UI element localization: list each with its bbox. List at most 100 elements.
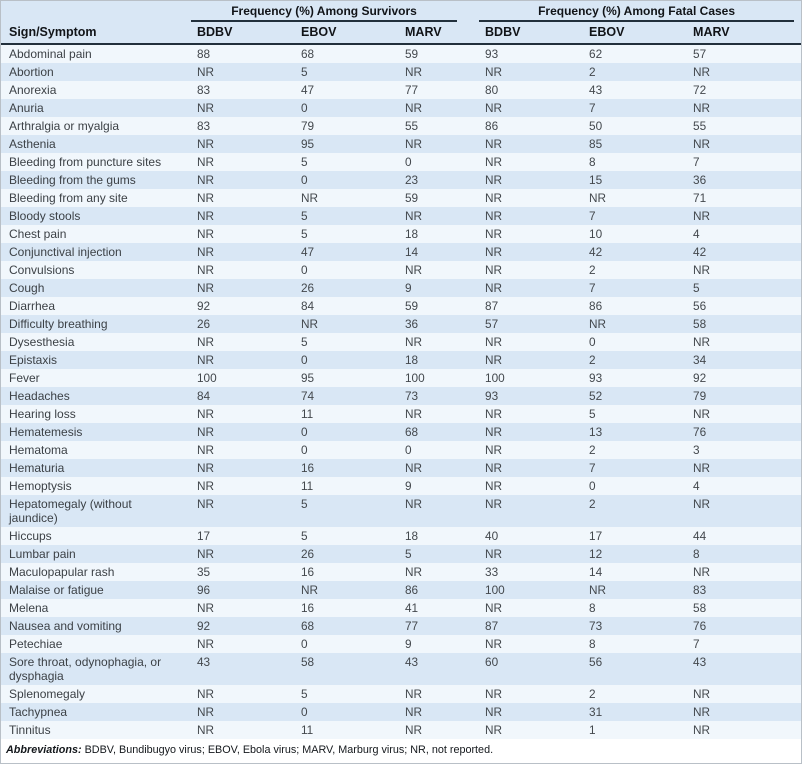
fatal-ebov-value: 15: [589, 173, 603, 187]
fatal-marv-value: 7: [693, 155, 700, 169]
survivors-ebov-value: 58: [301, 655, 315, 669]
fatal-marv-value: 58: [693, 317, 707, 331]
survivors-bdbv-value: 88: [197, 47, 211, 61]
survivors-bdbv-value: NR: [197, 353, 215, 367]
fatal-marv-value: 76: [693, 425, 707, 439]
symptom-cell: Abdominal pain: [9, 47, 92, 61]
symptom-cell: Splenomegaly: [9, 687, 86, 701]
symptom-cell: Hepatomegaly (without jaundice): [9, 497, 132, 525]
survivors-ebov-value: 16: [301, 601, 315, 615]
fatal-marv-value: 5: [693, 281, 700, 295]
symptom-cell: Arthralgia or myalgia: [9, 119, 120, 133]
survivors-bdbv-value: NR: [197, 723, 215, 737]
fatal-ebov-value: 2: [589, 353, 596, 367]
table-row: Arthralgia or myalgia 83 79 55 86 50 55: [1, 117, 802, 135]
fatal-marv-value: 83: [693, 583, 707, 597]
survivors-ebov-value: 5: [301, 335, 308, 349]
survivors-marv-value: 18: [405, 529, 419, 543]
survivors-bdbv-value: 84: [197, 389, 211, 403]
fatal-ebov-value: 42: [589, 245, 603, 259]
fatal-bdbv-value: NR: [485, 479, 503, 493]
survivors-bdbv-value: NR: [197, 687, 215, 701]
survivors-marv-value: 9: [405, 637, 412, 651]
survivors-ebov-value: 16: [301, 565, 315, 579]
survivors-marv-value: NR: [405, 335, 423, 349]
fatal-bdbv-value: NR: [485, 461, 503, 475]
fatal-bdbv-value: NR: [485, 173, 503, 187]
survivors-marv-value: 59: [405, 299, 419, 313]
survivors-bdbv-value: 92: [197, 619, 211, 633]
fatal-marv-value: NR: [693, 335, 711, 349]
symptom-cell: Hematemesis: [9, 425, 83, 439]
fatal-ebov-value: 14: [589, 565, 603, 579]
symptom-cell: Bleeding from any site: [9, 191, 128, 205]
column-header-row: Sign/Symptom BDBV EBOV MARV BDBV EBOV MA…: [1, 22, 802, 45]
table-row: Abortion NR 5 NR NR 2 NR: [1, 63, 802, 81]
table-row: Hematoma NR 0 0 NR 2 3: [1, 441, 802, 459]
table-row: Headaches 84 74 73 93 52 79: [1, 387, 802, 405]
table-row: Maculopapular rash 35 16 NR 33 14 NR: [1, 563, 802, 581]
fatal-bdbv-value: 80: [485, 83, 499, 97]
fatal-marv-value: NR: [693, 723, 711, 737]
fatal-marv-value: 8: [693, 547, 700, 561]
fatal-bdbv-value: NR: [485, 227, 503, 241]
survivors-ebov-value: NR: [301, 317, 319, 331]
fatal-marv-value: 56: [693, 299, 707, 313]
fatal-ebov-value: 8: [589, 155, 596, 169]
fatal-bdbv-value: NR: [485, 443, 503, 457]
fatal-marv-value: NR: [693, 565, 711, 579]
column-header-fatal-ebov: EBOV: [583, 22, 688, 45]
column-header-survivors-bdbv: BDBV: [191, 22, 295, 45]
table-row: Hematuria NR 16 NR NR 7 NR: [1, 459, 802, 477]
fatal-ebov-value: 31: [589, 705, 603, 719]
symptom-cell: Bleeding from the gums: [9, 173, 136, 187]
survivors-bdbv-value: 96: [197, 583, 211, 597]
survivors-marv-value: 0: [405, 155, 412, 169]
fatal-bdbv-value: 87: [485, 299, 499, 313]
survivors-marv-value: NR: [405, 65, 423, 79]
survivors-bdbv-value: 83: [197, 83, 211, 97]
table-row: Hemoptysis NR 11 9 NR 0 4: [1, 477, 802, 495]
symptom-cell: Conjunctival injection: [9, 245, 122, 259]
fatal-bdbv-value: NR: [485, 705, 503, 719]
survivors-bdbv-value: 26: [197, 317, 211, 331]
survivors-marv-value: 41: [405, 601, 419, 615]
fatal-ebov-value: 1: [589, 723, 596, 737]
table-row: Sore throat, odynophagia, or dysphagia 43…: [1, 653, 802, 685]
table-row: Anuria NR 0 NR NR 7 NR: [1, 99, 802, 117]
survivors-bdbv-value: 43: [197, 655, 211, 669]
fatal-marv-value: NR: [693, 687, 711, 701]
fatal-marv-value: 58: [693, 601, 707, 615]
survivors-ebov-value: 5: [301, 227, 308, 241]
table-row: Anorexia 83 47 77 80 43 72: [1, 81, 802, 99]
fatal-marv-value: 36: [693, 173, 707, 187]
survivors-bdbv-value: NR: [197, 497, 215, 511]
fatal-marv-value: NR: [693, 705, 711, 719]
survivors-ebov-value: 0: [301, 425, 308, 439]
survivors-bdbv-value: NR: [197, 263, 215, 277]
fatal-bdbv-value: 40: [485, 529, 499, 543]
symptom-cell: Sore throat, odynophagia, or dysphagia: [9, 655, 162, 683]
table-row: Fever 100 95 100 100 93 92: [1, 369, 802, 387]
survivors-ebov-value: 74: [301, 389, 315, 403]
footnote-text: BDBV, Bundibugyo virus; EBOV, Ebola viru…: [81, 744, 494, 756]
symptom-cell: Asthenia: [9, 137, 56, 151]
fatal-ebov-value: 56: [589, 655, 603, 669]
symptom-cell: Hearing loss: [9, 407, 76, 421]
table-header: Frequency (%) Among Survivors Frequency …: [1, 1, 802, 45]
column-header-sign-symptom: Sign/Symptom: [1, 22, 191, 45]
fatal-ebov-value: 12: [589, 547, 603, 561]
survivors-bdbv-value: NR: [197, 407, 215, 421]
survivors-ebov-value: 5: [301, 65, 308, 79]
fatal-bdbv-value: NR: [485, 687, 503, 701]
survivors-marv-value: 36: [405, 317, 419, 331]
survivors-marv-value: NR: [405, 209, 423, 223]
survivors-marv-value: 23: [405, 173, 419, 187]
fatal-marv-value: NR: [693, 65, 711, 79]
fatal-marv-value: NR: [693, 263, 711, 277]
table-row: Hepatomegaly (without jaundice) NR 5 NR NR 2 N…: [1, 495, 802, 527]
fatal-marv-value: NR: [693, 209, 711, 223]
column-header-survivors-marv: MARV: [399, 22, 480, 45]
group-label-fatal-cases: Frequency (%) Among Fatal Cases: [479, 4, 795, 22]
survivors-ebov-value: 79: [301, 119, 315, 133]
